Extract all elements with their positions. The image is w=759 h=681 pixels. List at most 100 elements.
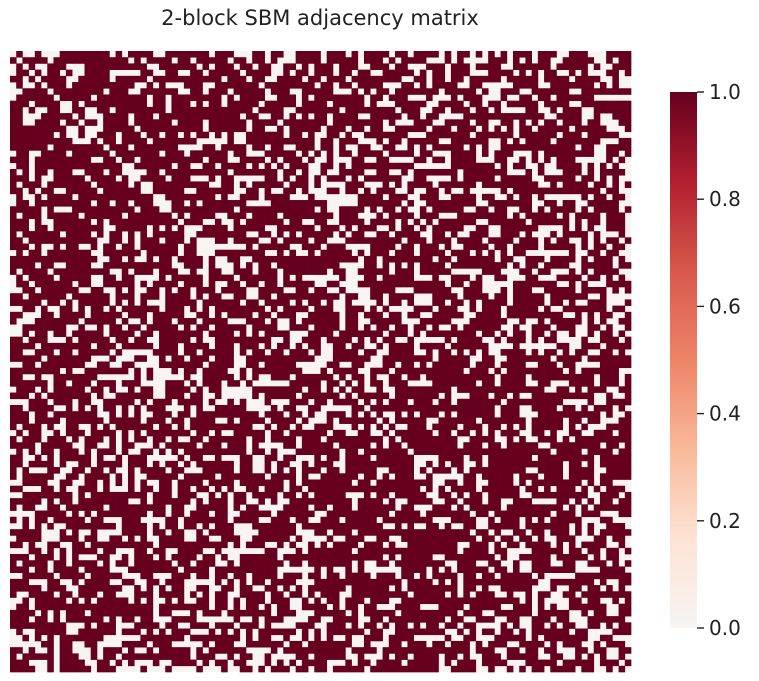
heatmap-cell bbox=[432, 392, 439, 400]
heatmap-cell bbox=[227, 187, 234, 195]
heatmap-cell bbox=[53, 342, 61, 350]
heatmap-cell bbox=[65, 342, 73, 350]
heatmap-cell bbox=[519, 293, 526, 300]
heatmap-cell bbox=[78, 150, 85, 157]
heatmap-cell bbox=[65, 373, 73, 381]
heatmap-cell bbox=[357, 380, 365, 387]
heatmap-cell bbox=[618, 255, 626, 263]
heatmap-cell bbox=[444, 224, 452, 232]
heatmap-cell bbox=[165, 187, 172, 195]
heatmap-cell bbox=[289, 218, 297, 226]
heatmap-cell bbox=[339, 231, 346, 238]
heatmap-cell bbox=[233, 336, 241, 344]
heatmap-cell bbox=[289, 100, 297, 108]
heatmap-cell bbox=[140, 262, 147, 269]
heatmap-cell bbox=[301, 280, 309, 288]
heatmap-cell bbox=[575, 187, 582, 195]
heatmap-cell bbox=[196, 274, 203, 282]
heatmap-cell bbox=[270, 100, 278, 108]
heatmap-cell bbox=[544, 218, 551, 226]
heatmap-cell bbox=[513, 373, 520, 381]
heatmap-cell bbox=[65, 299, 73, 306]
heatmap-cell bbox=[208, 168, 216, 176]
heatmap-cell bbox=[370, 249, 377, 257]
heatmap-cell bbox=[283, 280, 290, 288]
heatmap-cell bbox=[289, 361, 297, 369]
heatmap-cell bbox=[308, 200, 315, 207]
heatmap-cell bbox=[252, 119, 259, 126]
heatmap-cell bbox=[357, 224, 365, 232]
heatmap-cell bbox=[370, 175, 377, 182]
heatmap-cell bbox=[245, 342, 253, 350]
heatmap-cell bbox=[16, 243, 23, 251]
heatmap-cell bbox=[376, 57, 383, 64]
heatmap-cell bbox=[475, 373, 483, 381]
heatmap-cell bbox=[388, 237, 396, 244]
heatmap-cell bbox=[127, 324, 135, 331]
heatmap-cell bbox=[177, 392, 185, 400]
heatmap-cell bbox=[270, 206, 278, 213]
heatmap-cell bbox=[165, 349, 172, 356]
heatmap-cell bbox=[568, 156, 576, 164]
heatmap-cell bbox=[127, 330, 135, 338]
heatmap-cell bbox=[575, 106, 582, 114]
heatmap-cell bbox=[562, 119, 570, 126]
heatmap-cell bbox=[562, 131, 570, 139]
heatmap-cell bbox=[556, 373, 564, 381]
heatmap-cell bbox=[556, 100, 564, 108]
heatmap-cell bbox=[401, 243, 408, 251]
heatmap-cell bbox=[463, 113, 470, 120]
heatmap-cell bbox=[457, 63, 464, 70]
heatmap-cell bbox=[227, 361, 234, 369]
heatmap-cell bbox=[34, 131, 42, 139]
heatmap-cell bbox=[513, 349, 520, 356]
heatmap-cell bbox=[432, 237, 439, 244]
heatmap-cell bbox=[357, 237, 365, 244]
heatmap-cell bbox=[96, 268, 104, 275]
heatmap-cell bbox=[59, 361, 67, 369]
heatmap-cell bbox=[171, 367, 179, 375]
heatmap-cell bbox=[550, 361, 557, 369]
heatmap-cell bbox=[65, 274, 73, 282]
heatmap-cell bbox=[202, 206, 210, 213]
heatmap-cell bbox=[277, 392, 284, 400]
heatmap-cell bbox=[90, 187, 98, 195]
heatmap-cell bbox=[457, 398, 464, 406]
heatmap-cell bbox=[22, 156, 29, 164]
heatmap-cell bbox=[65, 262, 73, 269]
heatmap-cell bbox=[401, 193, 408, 201]
heatmap-cell bbox=[550, 280, 557, 288]
heatmap-cell bbox=[47, 293, 54, 300]
heatmap-cell bbox=[363, 255, 371, 263]
heatmap-cell bbox=[239, 268, 247, 275]
heatmap-cell bbox=[320, 162, 328, 170]
heatmap-cell bbox=[345, 318, 352, 325]
heatmap-cell bbox=[109, 144, 116, 151]
heatmap-cell bbox=[22, 137, 29, 145]
heatmap-cell bbox=[171, 280, 179, 288]
heatmap-cell bbox=[401, 274, 408, 282]
heatmap-cell bbox=[96, 206, 104, 213]
heatmap-cell bbox=[537, 268, 545, 275]
heatmap-cell bbox=[606, 237, 613, 244]
heatmap-cell bbox=[53, 156, 61, 164]
heatmap-cell bbox=[59, 82, 67, 89]
heatmap-cell bbox=[481, 268, 489, 275]
heatmap-cell bbox=[65, 218, 73, 226]
heatmap-cell bbox=[339, 69, 346, 77]
heatmap-cell bbox=[103, 293, 110, 300]
heatmap-cell bbox=[221, 63, 228, 70]
heatmap-cell bbox=[308, 255, 315, 263]
heatmap-cell bbox=[382, 63, 390, 70]
heatmap-cell bbox=[53, 330, 61, 338]
heatmap-cell bbox=[165, 249, 172, 257]
heatmap-cell bbox=[587, 355, 595, 362]
heatmap-cell bbox=[550, 255, 557, 263]
heatmap-cell bbox=[388, 293, 396, 300]
heatmap-cell bbox=[90, 69, 98, 77]
heatmap-cell bbox=[10, 367, 17, 375]
heatmap-cell bbox=[245, 311, 253, 319]
heatmap-cell bbox=[575, 218, 582, 226]
heatmap-cell bbox=[345, 113, 352, 120]
